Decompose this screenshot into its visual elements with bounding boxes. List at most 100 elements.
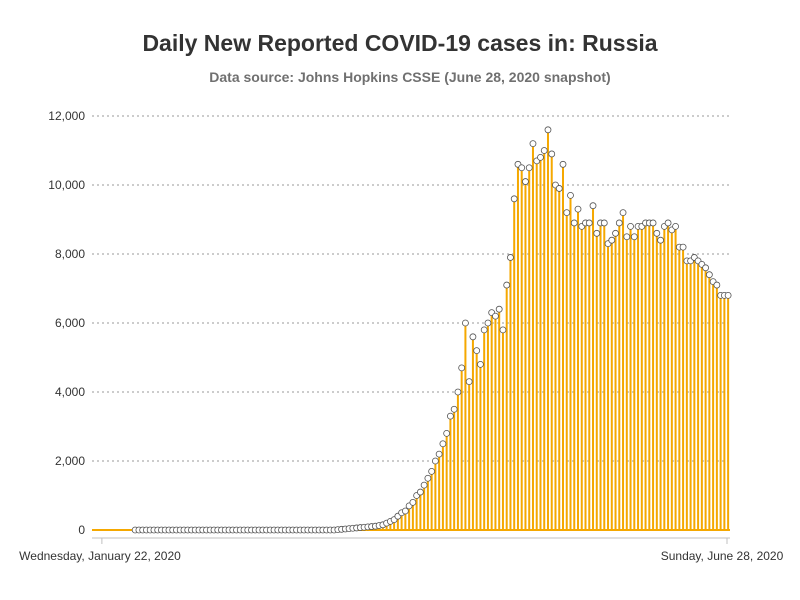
data-point [702, 264, 710, 272]
data-point [574, 205, 582, 213]
bar [592, 205, 595, 530]
bar [697, 260, 700, 530]
data-point [492, 312, 499, 320]
bar [505, 285, 508, 530]
data-point [630, 233, 638, 241]
bar [393, 519, 396, 530]
data-point [435, 450, 443, 458]
chart-title: Daily New Reported COVID-19 cases in: Ru… [142, 30, 658, 56]
bar [441, 443, 444, 530]
bar [644, 222, 647, 530]
bar [498, 309, 501, 530]
bar [554, 185, 557, 530]
bar [535, 160, 538, 530]
bar [479, 364, 482, 530]
data-point [522, 178, 529, 185]
data-point [484, 319, 492, 327]
bar [610, 240, 613, 530]
y-axis-ticks: 0 2,000 4,000 6,000 8,000 10,000 12,000 [48, 109, 85, 537]
data-point [447, 412, 454, 420]
data-point [416, 488, 424, 496]
data-point [507, 254, 514, 261]
data-point [623, 233, 631, 241]
bar [558, 188, 561, 530]
bar [700, 264, 703, 530]
data-point [518, 164, 526, 172]
bar [528, 167, 531, 530]
data-point [473, 347, 481, 355]
data-point [439, 440, 447, 448]
bar [577, 209, 580, 530]
data-point [443, 429, 451, 437]
y-tick-label: 4,000 [55, 385, 85, 399]
data-point [537, 153, 544, 161]
data-point [458, 364, 466, 372]
bar [520, 167, 523, 530]
bar [531, 143, 534, 530]
data-point [615, 219, 623, 227]
bar [516, 164, 519, 531]
x-tick-label: Wednesday, January 22, 2020 [19, 549, 181, 563]
bar [426, 478, 429, 530]
bar [509, 257, 512, 530]
data-point [499, 326, 507, 334]
bar [573, 222, 576, 530]
data-point [612, 229, 619, 237]
data-point [465, 378, 473, 386]
bar [419, 492, 422, 530]
bar [640, 226, 643, 530]
bar [475, 350, 478, 530]
bar [580, 226, 583, 530]
bar [689, 260, 692, 530]
y-tick-label: 6,000 [55, 316, 85, 330]
bar [663, 226, 666, 530]
bar [712, 281, 715, 530]
data-point [600, 219, 608, 227]
bar [715, 285, 718, 530]
data-point [724, 291, 732, 299]
data-point [705, 271, 713, 279]
bar [633, 236, 636, 530]
bar [614, 233, 617, 531]
y-tick-label: 2,000 [55, 454, 85, 468]
y-tick-label: 12,000 [48, 109, 85, 123]
data-point [619, 209, 627, 217]
bar [550, 153, 553, 530]
data-point [653, 229, 661, 237]
data-point [585, 219, 593, 227]
data-point [559, 160, 567, 168]
data-point [477, 360, 484, 368]
bar [659, 240, 662, 530]
data-point [570, 219, 578, 227]
bar [565, 212, 568, 530]
bar [674, 226, 677, 530]
data-point [503, 281, 511, 289]
bar [543, 150, 546, 530]
data-point [608, 236, 616, 244]
bar [453, 409, 456, 530]
bar [569, 195, 572, 530]
bar [400, 512, 403, 530]
bar [385, 523, 388, 530]
bar [618, 222, 621, 530]
bar [423, 485, 426, 530]
bar [445, 433, 448, 530]
bar [682, 247, 685, 530]
data-point [657, 236, 664, 244]
bar [607, 243, 610, 530]
bar [723, 295, 726, 530]
bar [708, 274, 711, 530]
data-point [525, 164, 533, 172]
data-point [431, 457, 439, 465]
data-point [679, 243, 687, 251]
bar [629, 226, 632, 530]
bar [524, 181, 527, 531]
bar [584, 222, 587, 530]
bar [652, 222, 655, 530]
data-point [627, 222, 634, 230]
y-tick-label: 8,000 [55, 247, 85, 261]
data-point [510, 195, 518, 203]
x-axis-ticks: Wednesday, January 22, 2020 Sunday, June … [19, 538, 784, 563]
bar [670, 229, 673, 530]
data-point [672, 222, 679, 230]
